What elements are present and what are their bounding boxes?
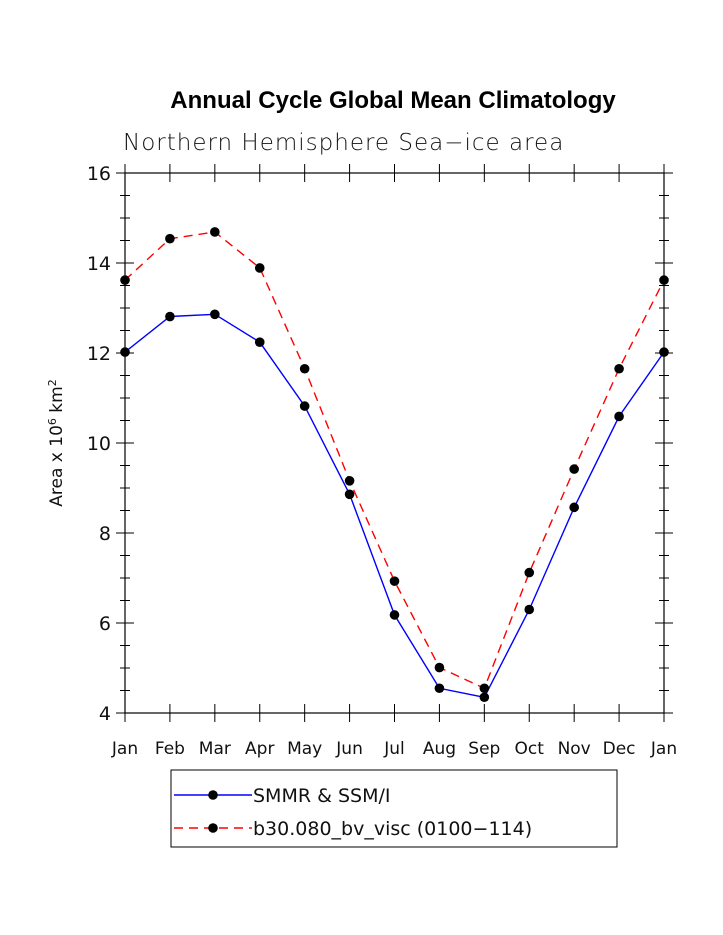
x-tick-label: Dec <box>603 739 636 759</box>
data-point <box>434 683 445 694</box>
data-point <box>254 263 265 273</box>
data-point <box>569 502 579 513</box>
x-tick-labels: Jan Feb Mar Apr May Jun Jul Aug Sep Oct Nov Dec Jan <box>111 739 677 759</box>
data-point <box>659 347 669 357</box>
y-tick-label: 4 <box>99 703 111 725</box>
x-tick-label: Aug <box>423 739 456 759</box>
legend-marker-series-2 <box>208 823 218 833</box>
plot-area-frame <box>124 172 665 714</box>
y-axis-label-exp1: 6 <box>46 418 59 425</box>
y-tick-labels: 4 6 8 10 12 14 16 <box>87 163 111 725</box>
x-tick-label: Nov <box>558 739 591 759</box>
data-point <box>389 576 400 586</box>
series-line-2 <box>124 231 665 690</box>
x-tick-label: Jun <box>335 739 363 759</box>
data-point <box>569 464 579 474</box>
x-tick-label: Jul <box>383 739 405 759</box>
data-point <box>165 233 175 244</box>
y-axis-label-main: Area x 10 <box>47 425 67 507</box>
data-point <box>659 275 669 285</box>
y-tick-label: 16 <box>87 163 111 185</box>
data-point <box>614 363 624 374</box>
data-point <box>479 692 490 703</box>
data-point <box>344 476 355 486</box>
data-point <box>210 227 220 237</box>
data-point <box>165 311 175 322</box>
x-tick-label: Jan <box>650 739 677 759</box>
series-1 <box>120 309 669 703</box>
y-axis-label-unit: km <box>47 386 67 418</box>
data-point <box>254 337 265 348</box>
legend-marker-series-1 <box>208 790 218 800</box>
data-point <box>389 610 400 620</box>
y-axis-label-exp2: 2 <box>46 379 59 386</box>
data-point <box>524 567 535 578</box>
legend-box <box>170 769 618 848</box>
data-point <box>299 363 310 374</box>
x-tick-label: Sep <box>468 739 500 759</box>
data-point <box>120 347 130 357</box>
data-point <box>479 683 490 694</box>
y-tick-label: 6 <box>99 613 111 635</box>
data-point <box>434 662 445 673</box>
legend-label-series-2: b30.080_bv_visc (0100−114) <box>253 818 532 840</box>
series-layer <box>120 227 669 703</box>
x-tick-label: Mar <box>199 739 231 759</box>
y-axis-label: Area x 106 km2 <box>46 379 68 506</box>
y-tick-label: 8 <box>99 523 111 545</box>
series-2 <box>120 227 669 694</box>
data-point <box>344 489 355 500</box>
data-point <box>120 275 130 285</box>
chart-subtitle: Northern Hemisphere Sea−ice area <box>123 130 564 156</box>
x-tick-label: Apr <box>245 739 274 759</box>
axis-ticks <box>116 164 673 722</box>
data-point <box>614 411 624 422</box>
x-tick-label: Feb <box>155 739 185 759</box>
data-point <box>299 401 310 411</box>
y-tick-label: 12 <box>87 343 111 365</box>
y-tick-label: 14 <box>87 253 111 275</box>
x-tick-label: Jan <box>111 739 138 759</box>
data-point <box>524 604 535 615</box>
legend: SMMR & SSM/I b30.080_bv_visc (0100−114) <box>170 769 618 848</box>
x-tick-label: Oct <box>515 739 545 759</box>
legend-label-series-1: SMMR & SSM/I <box>253 785 390 807</box>
x-tick-label: May <box>287 739 322 759</box>
data-point <box>210 309 220 320</box>
series-line-1 <box>124 313 665 699</box>
y-tick-label: 10 <box>87 433 111 455</box>
chart-title: Annual Cycle Global Mean Climatology <box>170 87 616 114</box>
